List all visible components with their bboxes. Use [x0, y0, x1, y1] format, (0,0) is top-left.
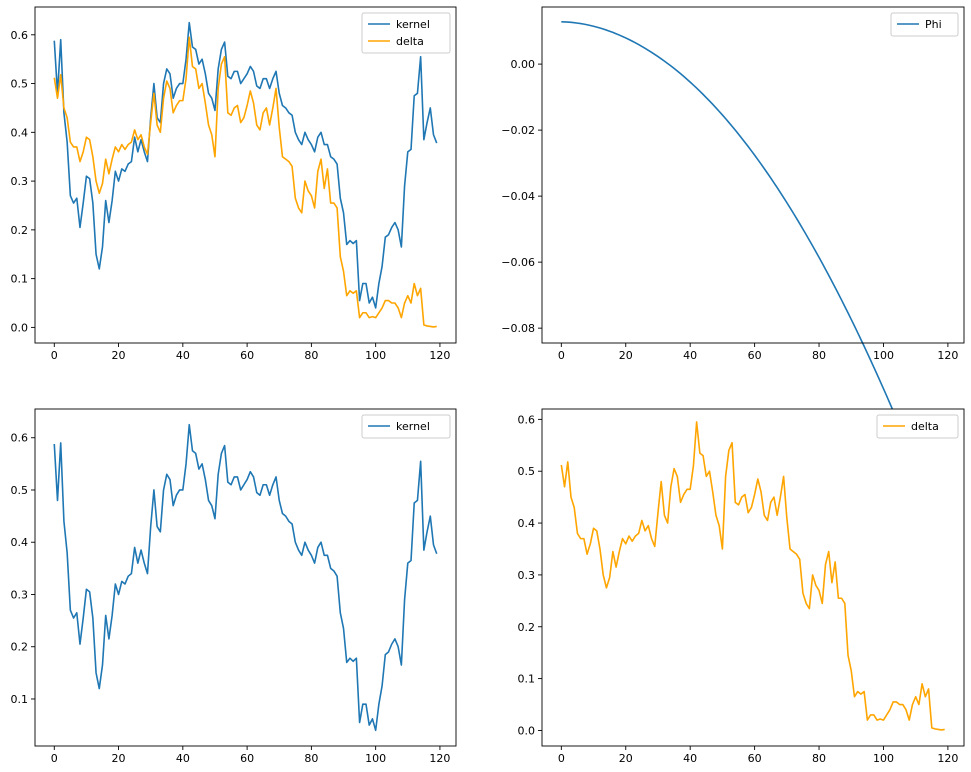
x-tick-label: 100: [365, 349, 386, 362]
subplot-bottom-left: 0 20 40 60 80 100 120 0.1 0.2 0.3 0.4 0.5 0.6 kernel: [11, 408, 457, 765]
y-tick-label: 0.4: [518, 517, 536, 530]
x-tick-label: 80: [304, 349, 318, 362]
y-tick-label: 0.00: [511, 58, 536, 71]
legend: Phi: [890, 12, 959, 37]
x-tick-label: 40: [683, 349, 697, 362]
legend-box: [361, 12, 451, 54]
x-tick-label: 0: [558, 752, 565, 765]
y-tick-label: 0.3: [11, 588, 29, 601]
x-tick-label: 80: [812, 752, 826, 765]
legend-label-kernel: kernel: [396, 18, 430, 31]
legend-box: [876, 414, 959, 439]
x-tick-label: 60: [240, 752, 254, 765]
axes-frame: [34, 408, 457, 747]
x-tick-label: 40: [176, 752, 190, 765]
x-tick-label: 80: [812, 349, 826, 362]
y-tick-label: 0.3: [518, 569, 536, 582]
y-tick-label: 0.3: [11, 175, 29, 188]
y-tick-label: 0.5: [11, 484, 29, 497]
x-tick-label: 120: [429, 752, 450, 765]
y-tick-label: 0.6: [518, 413, 536, 426]
y-tick-label: 0.0: [518, 724, 536, 737]
plot-area: [542, 7, 964, 343]
series-line-delta: [560, 421, 945, 731]
subplot-top-right: 0 20 40 60 80 100 120 0.00 −0.02 −0.04 −0.06 −0.08 P…: [501, 6, 965, 541]
x-tick-label: 40: [683, 752, 697, 765]
axes-frame: [541, 408, 965, 747]
y-tick-label: 0.1: [11, 273, 29, 286]
legend: kernel delta: [361, 12, 451, 54]
y-tick-label: 0.5: [11, 78, 29, 91]
x-tick-label: 20: [619, 349, 633, 362]
legend-label-delta: delta: [911, 420, 939, 433]
y-tick-label: −0.04: [501, 190, 535, 203]
x-tick-label: 60: [748, 349, 762, 362]
x-tick-label: 0: [51, 349, 58, 362]
x-tick-label: 60: [748, 752, 762, 765]
y-tick-label: −0.08: [501, 322, 535, 335]
legend-label-kernel: kernel: [396, 420, 430, 433]
x-tick-label: 40: [176, 349, 190, 362]
plot-area: [542, 409, 964, 746]
subplot-top-left: 0 20 40 60 80 100 120 0.0 0.1 0.2 0.3 0.4 0.5 0.6 kern…: [11, 6, 457, 362]
y-tick-label: 0.6: [11, 29, 29, 42]
y-tick-label: 0.4: [11, 536, 29, 549]
legend: delta: [876, 414, 959, 439]
legend-box: [361, 414, 451, 439]
x-tick-label: 60: [240, 349, 254, 362]
y-tick-label: 0.0: [11, 321, 29, 334]
x-tick-label: 100: [365, 752, 386, 765]
x-tick-label: 20: [112, 349, 126, 362]
series-line-delta: [53, 36, 437, 328]
legend-box: [890, 12, 959, 37]
subplot-bottom-right: 0 20 40 60 80 100 120 0.0 0.1 0.2 0.3 0.4 0.5 0.6 delt…: [518, 408, 965, 765]
series-line-kernel: [53, 21, 438, 309]
x-tick-label: 120: [937, 349, 958, 362]
series-line-kernel: [53, 423, 438, 732]
series-line-Phi: [561, 21, 946, 541]
y-tick-label: 0.5: [518, 465, 536, 478]
x-tick-label: 80: [304, 752, 318, 765]
y-tick-label: 0.1: [11, 693, 29, 706]
x-tick-label: 20: [619, 752, 633, 765]
axes-frame: [34, 6, 457, 344]
legend: kernel: [361, 414, 451, 439]
x-tick-label: 0: [51, 752, 58, 765]
y-tick-label: 0.4: [11, 126, 29, 139]
x-tick-label: 20: [112, 752, 126, 765]
y-tick-label: −0.06: [501, 256, 535, 269]
x-tick-label: 0: [558, 349, 565, 362]
y-tick-label: −0.02: [501, 124, 535, 137]
y-tick-label: 0.2: [518, 621, 536, 634]
x-tick-label: 120: [937, 752, 958, 765]
y-tick-label: 0.1: [518, 673, 536, 686]
x-tick-label: 100: [873, 349, 894, 362]
y-tick-label: 0.6: [11, 432, 29, 445]
x-tick-label: 100: [873, 752, 894, 765]
plot-area: [35, 409, 456, 746]
y-tick-label: 0.2: [11, 641, 29, 654]
x-tick-label: 120: [429, 349, 450, 362]
axes-frame: [541, 6, 965, 344]
legend-label-Phi: Phi: [925, 18, 942, 31]
plot-area: [35, 7, 456, 343]
y-tick-label: 0.2: [11, 224, 29, 237]
legend-label-delta: delta: [396, 35, 424, 48]
